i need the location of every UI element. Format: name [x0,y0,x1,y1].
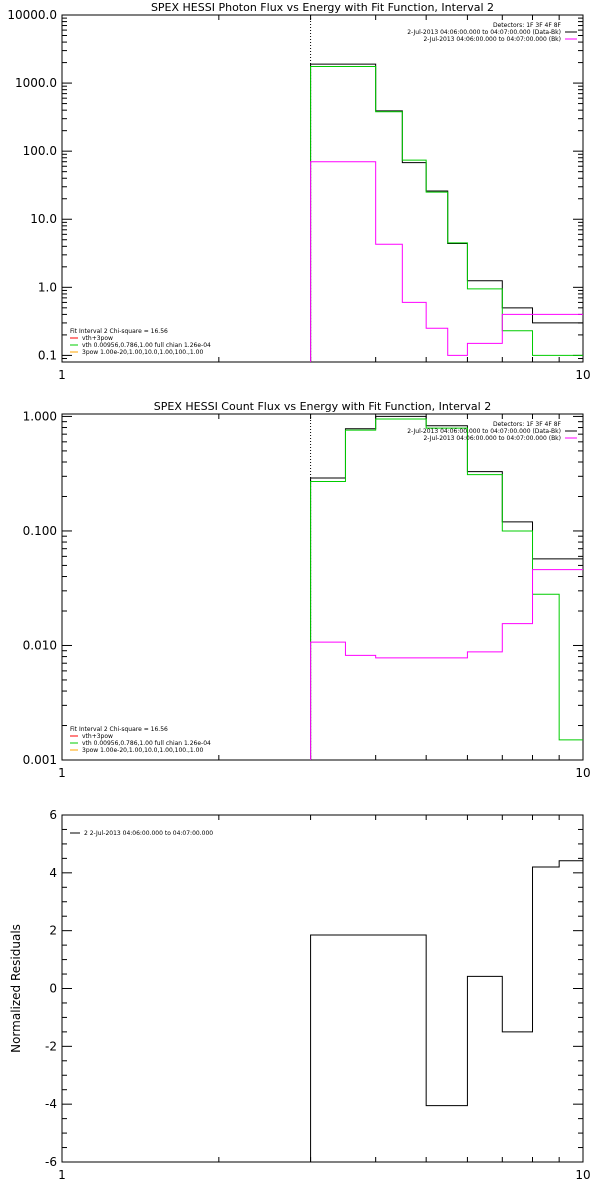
y-tick-label: 0.1 [38,348,57,362]
y-tick-label: 0.100 [23,524,57,538]
x-tick-label: 1 [58,766,66,780]
legend-entry: Fit Interval 2 Chi-square = 16.56 [70,726,168,733]
legend-entry: vth+3pow [82,733,113,740]
y-tick-label: 10.0 [30,212,57,226]
series-2-histogram [310,418,583,760]
plot-frame [61,14,584,363]
y-tick-label: 4 [49,866,57,880]
series-3-histogram [310,161,583,362]
series-1-histogram [310,415,583,760]
plot-panel-1: SPEX HESSI Photon Flux vs Energy with Fi… [7,1,590,382]
y-tick-label: -4 [45,1097,57,1111]
chart-title: SPEX HESSI Count Flux vs Energy with Fit… [154,400,491,413]
y-tick-label: 2 [49,924,57,938]
legend-entry: vth+3pow [82,335,113,342]
legend-entry: 2-Jul-2013 04:06:00.000 to 04:07:00.000 … [407,29,561,36]
y-tick-label: 10000.0 [7,8,57,22]
x-tick-label: 10 [575,1168,590,1182]
chart-title: SPEX HESSI Photon Flux vs Energy with Fi… [151,1,494,14]
y-tick-label: 1000.0 [15,76,57,90]
legend-entry: 2-Jul-2013 04:06:00.000 to 04:07:00.000 … [423,36,561,43]
y-tick-label: 1.000 [23,409,57,423]
series-1-histogram [310,63,583,362]
legend-entry: 2 2-Jul-2013 04:06:00.000 to 04:07:00.00… [84,830,213,837]
y-tick-label: -2 [45,1039,57,1053]
legend-entry: vth 0.00956,0.786,1.00 full chian 1.26e-… [82,740,211,747]
y-tick-label: 0.010 [23,638,57,652]
legend-entry: 2-Jul-2013 04:06:00.000 to 04:07:00.000 … [407,428,561,435]
legend-entry: Fit Interval 2 Chi-square = 16.56 [70,328,168,335]
legend-entry: 2-Jul-2013 04:06:00.000 to 04:07:00.000 … [423,435,561,442]
y-tick-label: 0 [49,982,57,996]
series-2-histogram [310,66,583,362]
plot-panel-2: SPEX HESSI Count Flux vs Energy with Fit… [23,400,591,780]
plot-frame [61,413,584,761]
series-1-histogram [310,860,583,1162]
y-tick-label: -6 [45,1155,57,1169]
y-tick-label: 0.001 [23,753,57,767]
y-tick-label: 1.0 [38,280,57,294]
y-tick-label: 6 [49,808,57,822]
y-axis-label: Normalized Residuals [9,924,23,1053]
x-tick-label: 10 [575,368,590,382]
plot-panel-3: 1 10 6 4 2 0 -2 -4 -6 Normalized Residuals 2 2-Jul… [9,808,591,1182]
legend-entry: Detectors: 1F 3F 4F 8F [493,22,562,29]
x-tick-label: 10 [575,766,590,780]
legend-entry: 3pow 1.00e-20,1.00,10.0,1.00,100.,1.00 [82,747,203,754]
legend-entry: Detectors: 1F 3F 4F 8F [493,421,562,428]
x-tick-label: 1 [58,368,66,382]
series-3-histogram [310,569,583,760]
y-tick-label: 100.0 [23,144,57,158]
legend-entry: vth 0.00956,0.786,1.00 full chian 1.26e-… [82,342,211,349]
plot-frame [61,814,584,1163]
legend-entry: 3pow 1.00e-20,1.00,10.0,1.00,100.,1.00 [82,349,203,356]
x-tick-label: 1 [58,1168,66,1182]
